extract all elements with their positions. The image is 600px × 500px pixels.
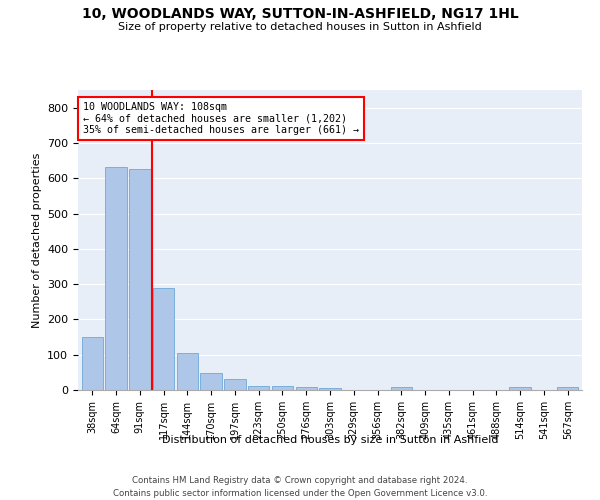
Text: 10 WOODLANDS WAY: 108sqm
← 64% of detached houses are smaller (1,202)
35% of sem: 10 WOODLANDS WAY: 108sqm ← 64% of detach… <box>83 102 359 135</box>
Text: Distribution of detached houses by size in Sutton in Ashfield: Distribution of detached houses by size … <box>162 435 498 445</box>
Bar <box>106 167 127 390</box>
Bar <box>153 288 174 390</box>
Bar <box>319 388 341 390</box>
Bar <box>248 386 269 390</box>
Text: Contains HM Land Registry data © Crown copyright and database right 2024.
Contai: Contains HM Land Registry data © Crown c… <box>113 476 487 498</box>
Bar <box>557 387 578 390</box>
Bar <box>296 387 317 390</box>
Bar <box>200 373 222 390</box>
Text: Size of property relative to detached houses in Sutton in Ashfield: Size of property relative to detached ho… <box>118 22 482 32</box>
Bar <box>82 337 103 390</box>
Text: 10, WOODLANDS WAY, SUTTON-IN-ASHFIELD, NG17 1HL: 10, WOODLANDS WAY, SUTTON-IN-ASHFIELD, N… <box>82 8 518 22</box>
Bar <box>224 380 245 390</box>
Y-axis label: Number of detached properties: Number of detached properties <box>32 152 41 328</box>
Bar <box>391 387 412 390</box>
Bar <box>129 168 151 390</box>
Bar <box>509 387 531 390</box>
Bar <box>176 354 198 390</box>
Bar <box>272 386 293 390</box>
